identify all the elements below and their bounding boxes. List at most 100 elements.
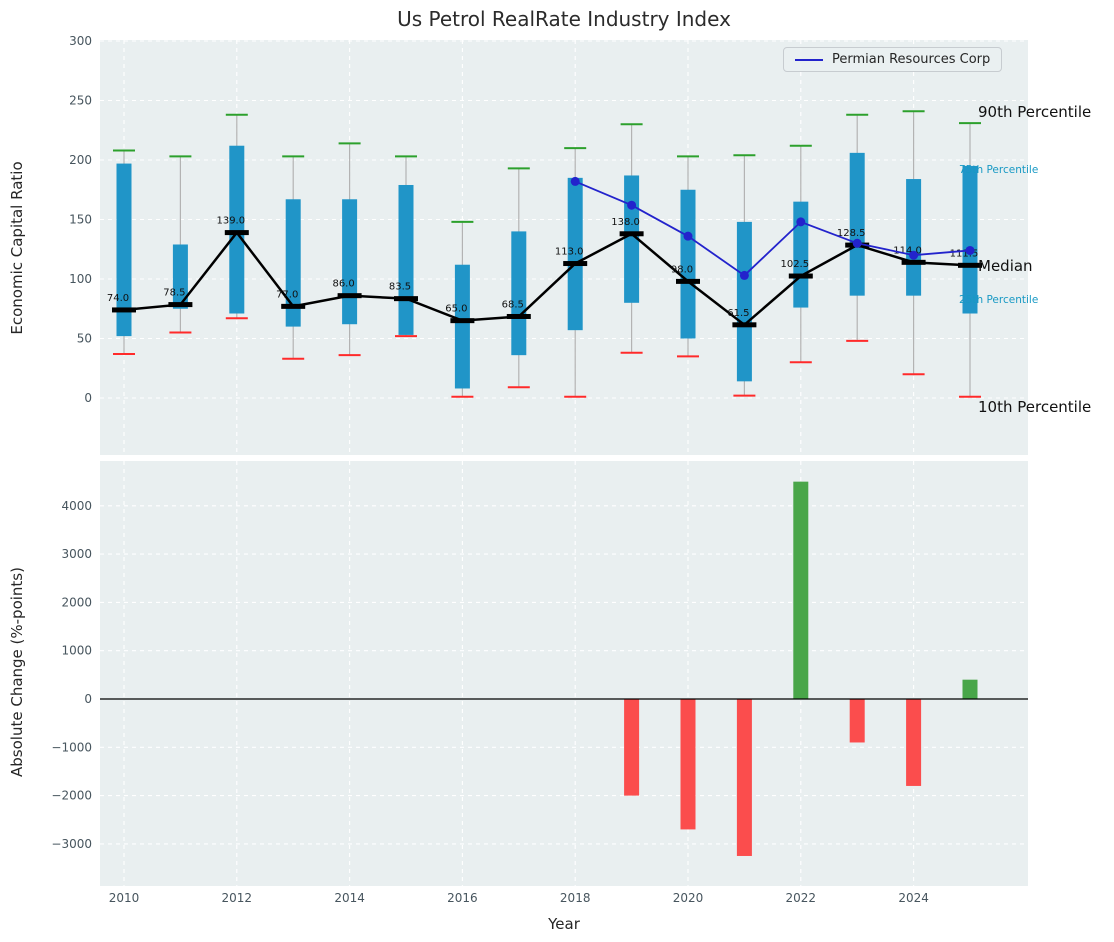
median-marker-2024 bbox=[901, 259, 926, 265]
annotation-25th-percentile: 25th Percentile bbox=[959, 294, 1039, 306]
iqr-box-2023 bbox=[849, 152, 865, 296]
bottom-ytick--1000: −1000 bbox=[51, 740, 92, 754]
xtick-2024: 2024 bbox=[898, 891, 929, 905]
median-marker-2012 bbox=[224, 230, 249, 236]
median-label-2019: 138.0 bbox=[611, 217, 640, 228]
top-ytick-200: 200 bbox=[69, 153, 92, 167]
iqr-box-2016 bbox=[454, 264, 470, 389]
bottom-chart: −3000 −2000 −1000 0 1000 2000 3000 4000 2010 2012… bbox=[8, 461, 1028, 933]
company-line bbox=[574, 180, 971, 277]
annotation-10th-percentile: 10th Percentile bbox=[978, 398, 1092, 416]
iqr-box-2017 bbox=[511, 231, 527, 356]
top-gridlines bbox=[100, 40, 1028, 455]
company-marker-2024 bbox=[909, 250, 919, 260]
median-label-2023: 128.5 bbox=[837, 228, 866, 239]
median-label-2016: 65.0 bbox=[445, 304, 467, 315]
median-marker-2020 bbox=[676, 278, 700, 284]
median-label-2014: 86.0 bbox=[332, 279, 354, 290]
median-label-2013: 77.0 bbox=[276, 289, 298, 300]
company-marker-2023 bbox=[852, 238, 862, 248]
xtick-2020: 2020 bbox=[673, 891, 704, 905]
iqr-box-2011 bbox=[172, 244, 188, 309]
median-label-2010: 74.0 bbox=[107, 293, 129, 304]
bottom-ytick--2000: −2000 bbox=[51, 789, 92, 803]
xtick-2010: 2010 bbox=[109, 891, 140, 905]
company-marker-2020 bbox=[683, 231, 693, 241]
xtick-2022: 2022 bbox=[786, 891, 817, 905]
top-chart: 0 50 100 150 200 250 300 74.0 78.5 139.0 77.0 86.0 8… bbox=[8, 36, 1028, 455]
bottom-plot-bg bbox=[100, 461, 1028, 886]
median-marker-2013 bbox=[281, 303, 306, 309]
xlabel: Year bbox=[547, 915, 581, 933]
company-marker-2021 bbox=[739, 270, 749, 280]
median-label-2020: 98.0 bbox=[671, 264, 693, 275]
company-marker-2025 bbox=[965, 245, 975, 255]
median-marker-2010 bbox=[112, 307, 136, 313]
median-marker-2025 bbox=[958, 262, 982, 268]
median-marker-2022 bbox=[788, 273, 813, 279]
legend: Permian Resources Corp bbox=[783, 47, 1003, 72]
legend-line-sample bbox=[795, 58, 823, 61]
company-marker-2018 bbox=[570, 176, 580, 186]
bar-2019 bbox=[624, 699, 640, 796]
bottom-ytick-2000: 2000 bbox=[61, 595, 92, 609]
bottom-ytick-1000: 1000 bbox=[61, 644, 92, 658]
median-label-2017: 68.5 bbox=[502, 299, 524, 310]
median-marker-2014 bbox=[337, 293, 362, 299]
chart-title: Us Petrol RealRate Industry Index bbox=[397, 7, 731, 31]
annotation-75th-percentile: 75th Percentile bbox=[959, 164, 1039, 176]
change-bars bbox=[624, 481, 978, 856]
bar-2025 bbox=[962, 679, 978, 699]
xtick-2014: 2014 bbox=[334, 891, 365, 905]
top-ytick-50: 50 bbox=[77, 332, 92, 346]
median-label-2018: 113.0 bbox=[555, 247, 584, 258]
iqr-box-2021 bbox=[736, 221, 752, 382]
iqr-box-2022 bbox=[793, 201, 809, 308]
company-marker-2022 bbox=[796, 217, 806, 227]
median-value-labels: 74.0 78.5 139.0 77.0 86.0 83.5 65.0 68.5 113.0 13… bbox=[107, 216, 978, 319]
bar-2021 bbox=[736, 699, 752, 856]
annotation-median: Median bbox=[978, 257, 1033, 275]
top-ytick-250: 250 bbox=[69, 94, 92, 108]
bottom-ytick--3000: −3000 bbox=[51, 837, 92, 851]
bottom-ytick-3000: 3000 bbox=[61, 547, 92, 561]
median-marker-2021 bbox=[732, 322, 757, 328]
company-marker-2019 bbox=[627, 200, 637, 210]
bar-2020 bbox=[680, 699, 696, 830]
median-marker-2018 bbox=[563, 261, 588, 267]
iqr-box-2015 bbox=[398, 184, 414, 335]
median-marker-2011 bbox=[168, 302, 193, 308]
legend-label: Permian Resources Corp bbox=[832, 52, 991, 67]
xtick-2016: 2016 bbox=[447, 891, 478, 905]
bar-2024 bbox=[906, 699, 922, 786]
bottom-ytick-0: 0 bbox=[84, 692, 92, 706]
top-ylabel: Economic Capital Ratio bbox=[8, 161, 26, 334]
median-marker-2019 bbox=[619, 231, 644, 237]
iqr-box-2012 bbox=[229, 145, 245, 314]
annotation-90th-percentile: 90th Percentile bbox=[978, 103, 1092, 121]
top-ytick-150: 150 bbox=[69, 213, 92, 227]
median-label-2022: 102.5 bbox=[780, 259, 809, 270]
xtick-2018: 2018 bbox=[560, 891, 591, 905]
median-marker-2015 bbox=[394, 296, 418, 302]
median-marker-2016 bbox=[450, 318, 475, 324]
bottom-ylabel: Absolute Change (%-points) bbox=[8, 567, 26, 777]
median-label-2015: 83.5 bbox=[389, 282, 411, 293]
iqr-box-2025 bbox=[962, 165, 978, 314]
median-label-2011: 78.5 bbox=[163, 288, 185, 299]
bottom-ytick-4000: 4000 bbox=[61, 499, 92, 513]
median-marker-2017 bbox=[506, 313, 531, 319]
iqr-box-2010 bbox=[116, 163, 132, 337]
top-ytick-100: 100 bbox=[69, 272, 92, 286]
top-ytick-300: 300 bbox=[69, 36, 92, 48]
iqr-box-2013 bbox=[285, 199, 301, 327]
xtick-2012: 2012 bbox=[222, 891, 253, 905]
iqr-box-2014 bbox=[342, 199, 358, 325]
top-ytick-0: 0 bbox=[84, 391, 92, 405]
iqr-box-2018 bbox=[567, 177, 583, 331]
median-label-2012: 139.0 bbox=[216, 216, 245, 227]
median-label-2024: 114.0 bbox=[893, 245, 922, 256]
percentile-caps bbox=[113, 110, 981, 398]
median-label-2025: 111.5 bbox=[950, 248, 979, 259]
